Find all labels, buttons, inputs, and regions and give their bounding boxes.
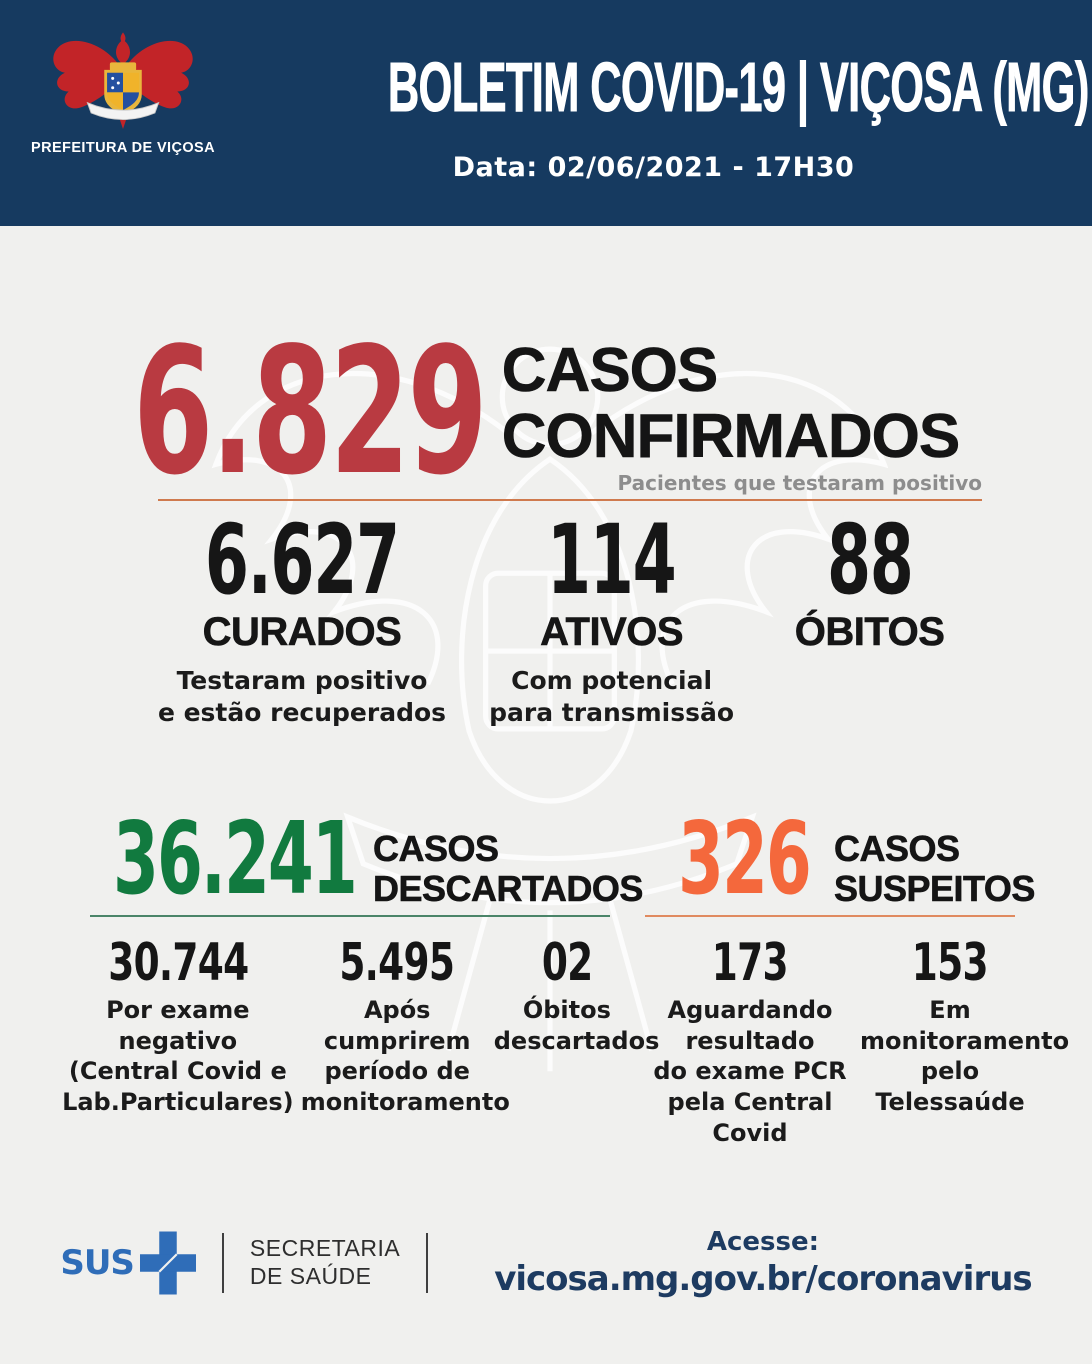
discarded-label: CASOS DESCARTADOS	[373, 828, 644, 910]
access-label: Acesse:	[706, 1227, 819, 1257]
health-secretariat-label: SECRETARIA DE SAÚDE	[249, 1235, 401, 1289]
negative-exam-desc: Por exame negativo (Central Covid e Lab.…	[62, 996, 294, 1117]
confirmed-count-wrap: 6.829	[133, 325, 488, 500]
telehealth-desc: Em monitoramento pelo Telessaúde	[860, 996, 1070, 1117]
discarded-count: 36.241	[113, 800, 358, 917]
confirmed-label: CASOS CONFIRMADOS	[501, 336, 960, 471]
footer-divider-1	[221, 1233, 224, 1293]
discarded-deaths-count: 02	[541, 933, 593, 993]
suspected-hero: 326 CASOS SUSPEITOS	[640, 809, 1040, 910]
monitoring-done-count: 5.495	[339, 933, 456, 993]
confirmed-section: 6.829 CASOS CONFIRMADOS Pacientes que te…	[0, 325, 1092, 727]
recovered-label: CURADOS	[202, 610, 402, 655]
page-title: BOLETIM COVID-19 | VIÇOSA (MG)	[387, 48, 1090, 126]
suspected-count: 326	[678, 800, 812, 917]
discarded-hero: 36.241 CASOS DESCARTADOS	[55, 809, 644, 910]
stat-active: 114 ATIVOS Com potencial para transmissã…	[474, 512, 749, 729]
agency-name: PREFEITURA DE VIÇOSA	[31, 140, 215, 156]
discarded-deaths-desc: Óbitos descartados	[493, 996, 660, 1055]
stat-negative-exam: 30.744 Por exame negativo (Central Covid…	[55, 937, 301, 1118]
footer-divider-2	[426, 1233, 429, 1293]
confirmed-divider	[158, 499, 982, 501]
deaths-label: ÓBITOS	[794, 610, 945, 655]
header: PREFEITURA DE VIÇOSA BOLETIM COVID-19 | …	[0, 0, 1092, 226]
active-count: 114	[547, 504, 677, 616]
suspected-divider	[645, 915, 1015, 917]
discarded-count-wrap: 36.241	[113, 809, 358, 909]
footer: SUS SECRETARIA DE SAÚDE Acesse: vicosa.m…	[0, 1218, 1092, 1308]
confirmed-hero: 6.829 CASOS CONFIRMADOS	[0, 325, 1092, 500]
monitoring-done-desc: Após cumprirem período de monitoramento	[300, 996, 510, 1117]
stat-discarded-deaths: 02 Óbitos descartados	[493, 933, 660, 1118]
website-block: Acesse: vicosa.mg.gov.br/coronavirus	[494, 1227, 1032, 1299]
suspected-label: CASOS SUSPEITOS	[834, 828, 1036, 910]
header-center: BOLETIM COVID-19 | VIÇOSA (MG) Data: 02/…	[225, 0, 1090, 226]
stat-deaths: 88 ÓBITOS	[749, 512, 990, 729]
city-crest-logo: PREFEITURA DE VIÇOSA	[28, 30, 218, 156]
confirmed-subtitle: Pacientes que testaram positivo	[617, 471, 982, 495]
negative-exam-count: 30.744	[107, 933, 249, 993]
active-label: ATIVOS	[540, 610, 684, 655]
active-desc: Com potencial para transmissão	[489, 666, 735, 727]
discarded-section: 36.241 CASOS DESCARTADOS 30.744 Por exam…	[55, 809, 659, 1117]
website-url[interactable]: vicosa.mg.gov.br/coronavirus	[494, 1259, 1032, 1299]
recovered-desc: Testaram positivo e estão recuperados	[157, 666, 447, 727]
deaths-count: 88	[826, 504, 914, 616]
sus-wordmark: SUS	[60, 1243, 135, 1283]
confirmed-stats-row: 6.627 CURADOS Testaram positivo e estão …	[130, 512, 990, 729]
crest-icon	[53, 32, 193, 129]
stat-awaiting-pcr: 173 Aguardando resultado do exame PCR pe…	[640, 937, 860, 1149]
awaiting-pcr-desc: Aguardando resultado do exame PCR pela C…	[653, 996, 847, 1147]
discarded-stats-row: 30.744 Por exame negativo (Central Covid…	[55, 933, 660, 1118]
stat-recovered: 6.627 CURADOS Testaram positivo e estão …	[130, 512, 474, 729]
suspected-section: 326 CASOS SUSPEITOS 173 Aguardando resul…	[640, 809, 1069, 1147]
stat-telehealth: 153 Em monitoramento pelo Telessaúde	[860, 933, 1070, 1149]
sus-cross-icon	[139, 1231, 196, 1295]
suspected-stats-row: 173 Aguardando resultado do exame PCR pe…	[640, 933, 1070, 1149]
awaiting-pcr-count: 173	[711, 933, 789, 993]
recovered-count: 6.627	[205, 504, 400, 616]
telehealth-count: 153	[911, 933, 989, 993]
sus-logo: SUS	[60, 1231, 196, 1295]
suspected-count-wrap: 326	[678, 809, 812, 909]
stat-monitoring-done: 5.495 Após cumprirem período de monitora…	[300, 933, 510, 1118]
discarded-divider	[90, 915, 610, 917]
bulletin-date: Data: 02/06/2021 - 17H30	[452, 152, 855, 183]
